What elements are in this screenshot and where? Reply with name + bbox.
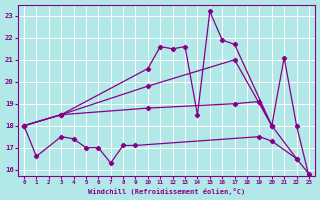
X-axis label: Windchill (Refroidissement éolien,°C): Windchill (Refroidissement éolien,°C) (88, 188, 245, 195)
